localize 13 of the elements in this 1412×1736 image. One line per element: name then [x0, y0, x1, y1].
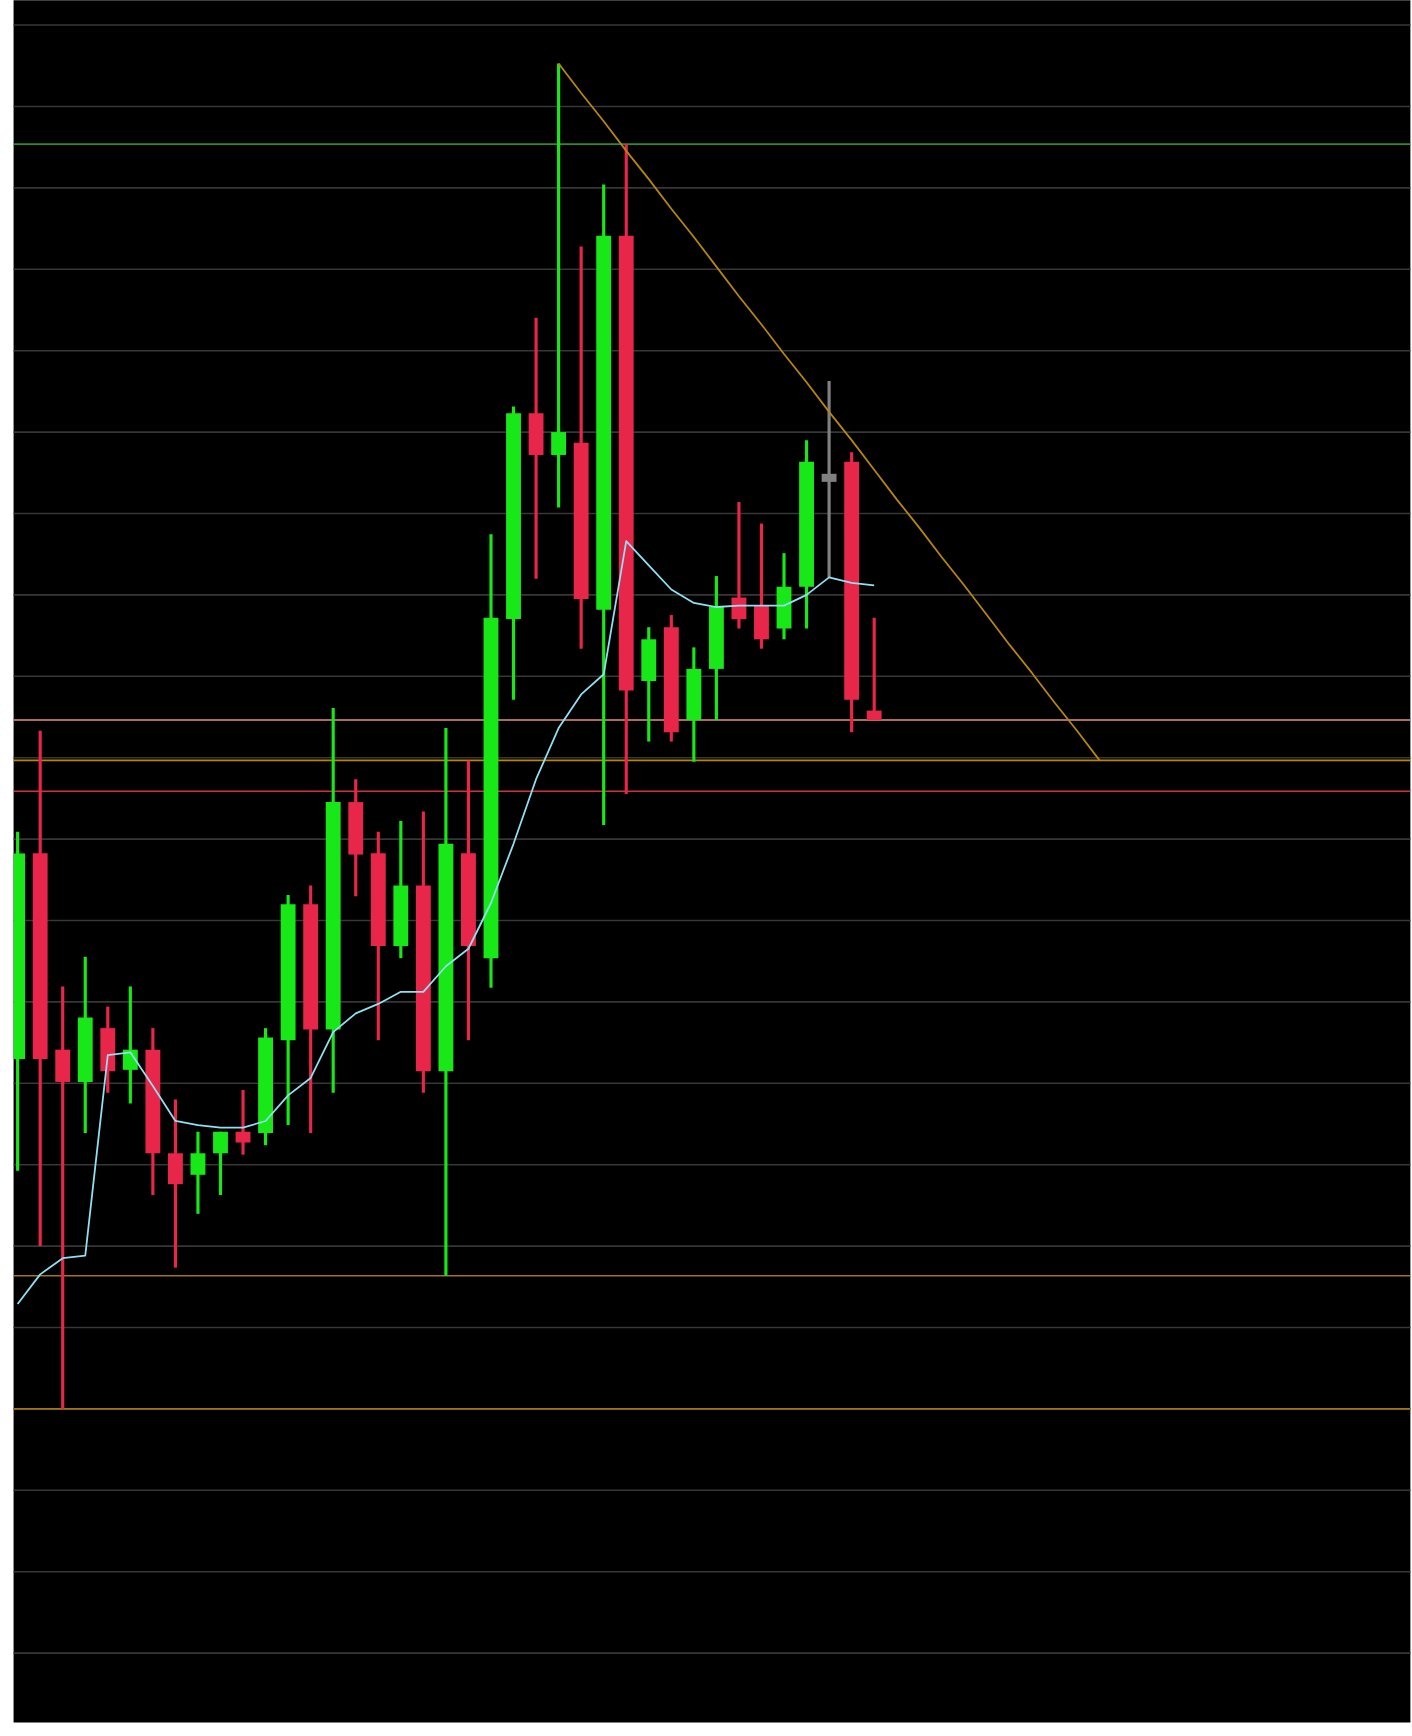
- candlestick: [529, 316, 544, 581]
- candlestick: [55, 984, 71, 1411]
- candlestick: [168, 1097, 184, 1270]
- candlestick: [236, 1088, 251, 1157]
- candlestick: [867, 616, 883, 722]
- candlestick: [776, 551, 792, 641]
- candlestick: [822, 379, 837, 579]
- candlestick: [641, 625, 657, 744]
- candlestick: [213, 1130, 229, 1197]
- candlestick: [754, 522, 770, 651]
- candlestick: [100, 1005, 116, 1095]
- candlestick: [551, 61, 567, 510]
- candlestick: [190, 1130, 206, 1216]
